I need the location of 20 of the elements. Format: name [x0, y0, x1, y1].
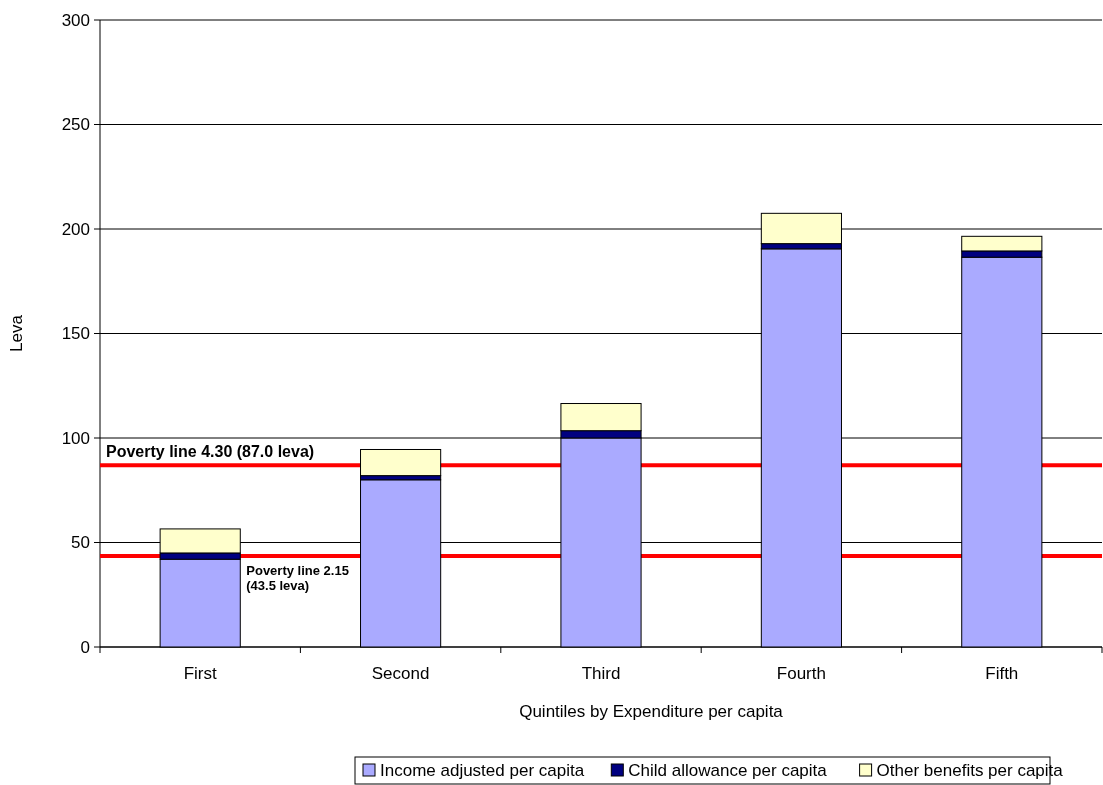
ref-line-label: Poverty line 4.30 (87.0 leva) — [106, 443, 315, 461]
y-tick-label: 0 — [80, 637, 90, 657]
x-axis-title: Quintiles by Expenditure per capita — [519, 702, 784, 721]
y-tick-label: 100 — [61, 428, 90, 448]
y-axis-title: Leva — [7, 314, 26, 352]
y-tick-label: 150 — [61, 324, 90, 344]
x-tick-label: Second — [371, 664, 430, 683]
x-tick-label: Fifth — [985, 664, 1019, 683]
bar — [360, 449, 442, 477]
y-tick-label: 250 — [61, 115, 90, 135]
x-tick-label: First — [183, 664, 217, 683]
legend-label: Other benefits per capita — [876, 761, 1064, 780]
y-tick-label: 50 — [71, 533, 90, 553]
x-tick-label: Fourth — [776, 664, 826, 683]
ref-line-label: Poverty line 2.15 (43.5 leva) — [246, 563, 349, 594]
legend-label: Income adjusted per capita — [380, 761, 585, 780]
legend-label: Child allowance per capita — [628, 761, 828, 780]
x-tick-label: Third — [581, 664, 621, 683]
y-tick-label: 200 — [61, 219, 90, 239]
y-tick-label: 300 — [61, 10, 90, 30]
